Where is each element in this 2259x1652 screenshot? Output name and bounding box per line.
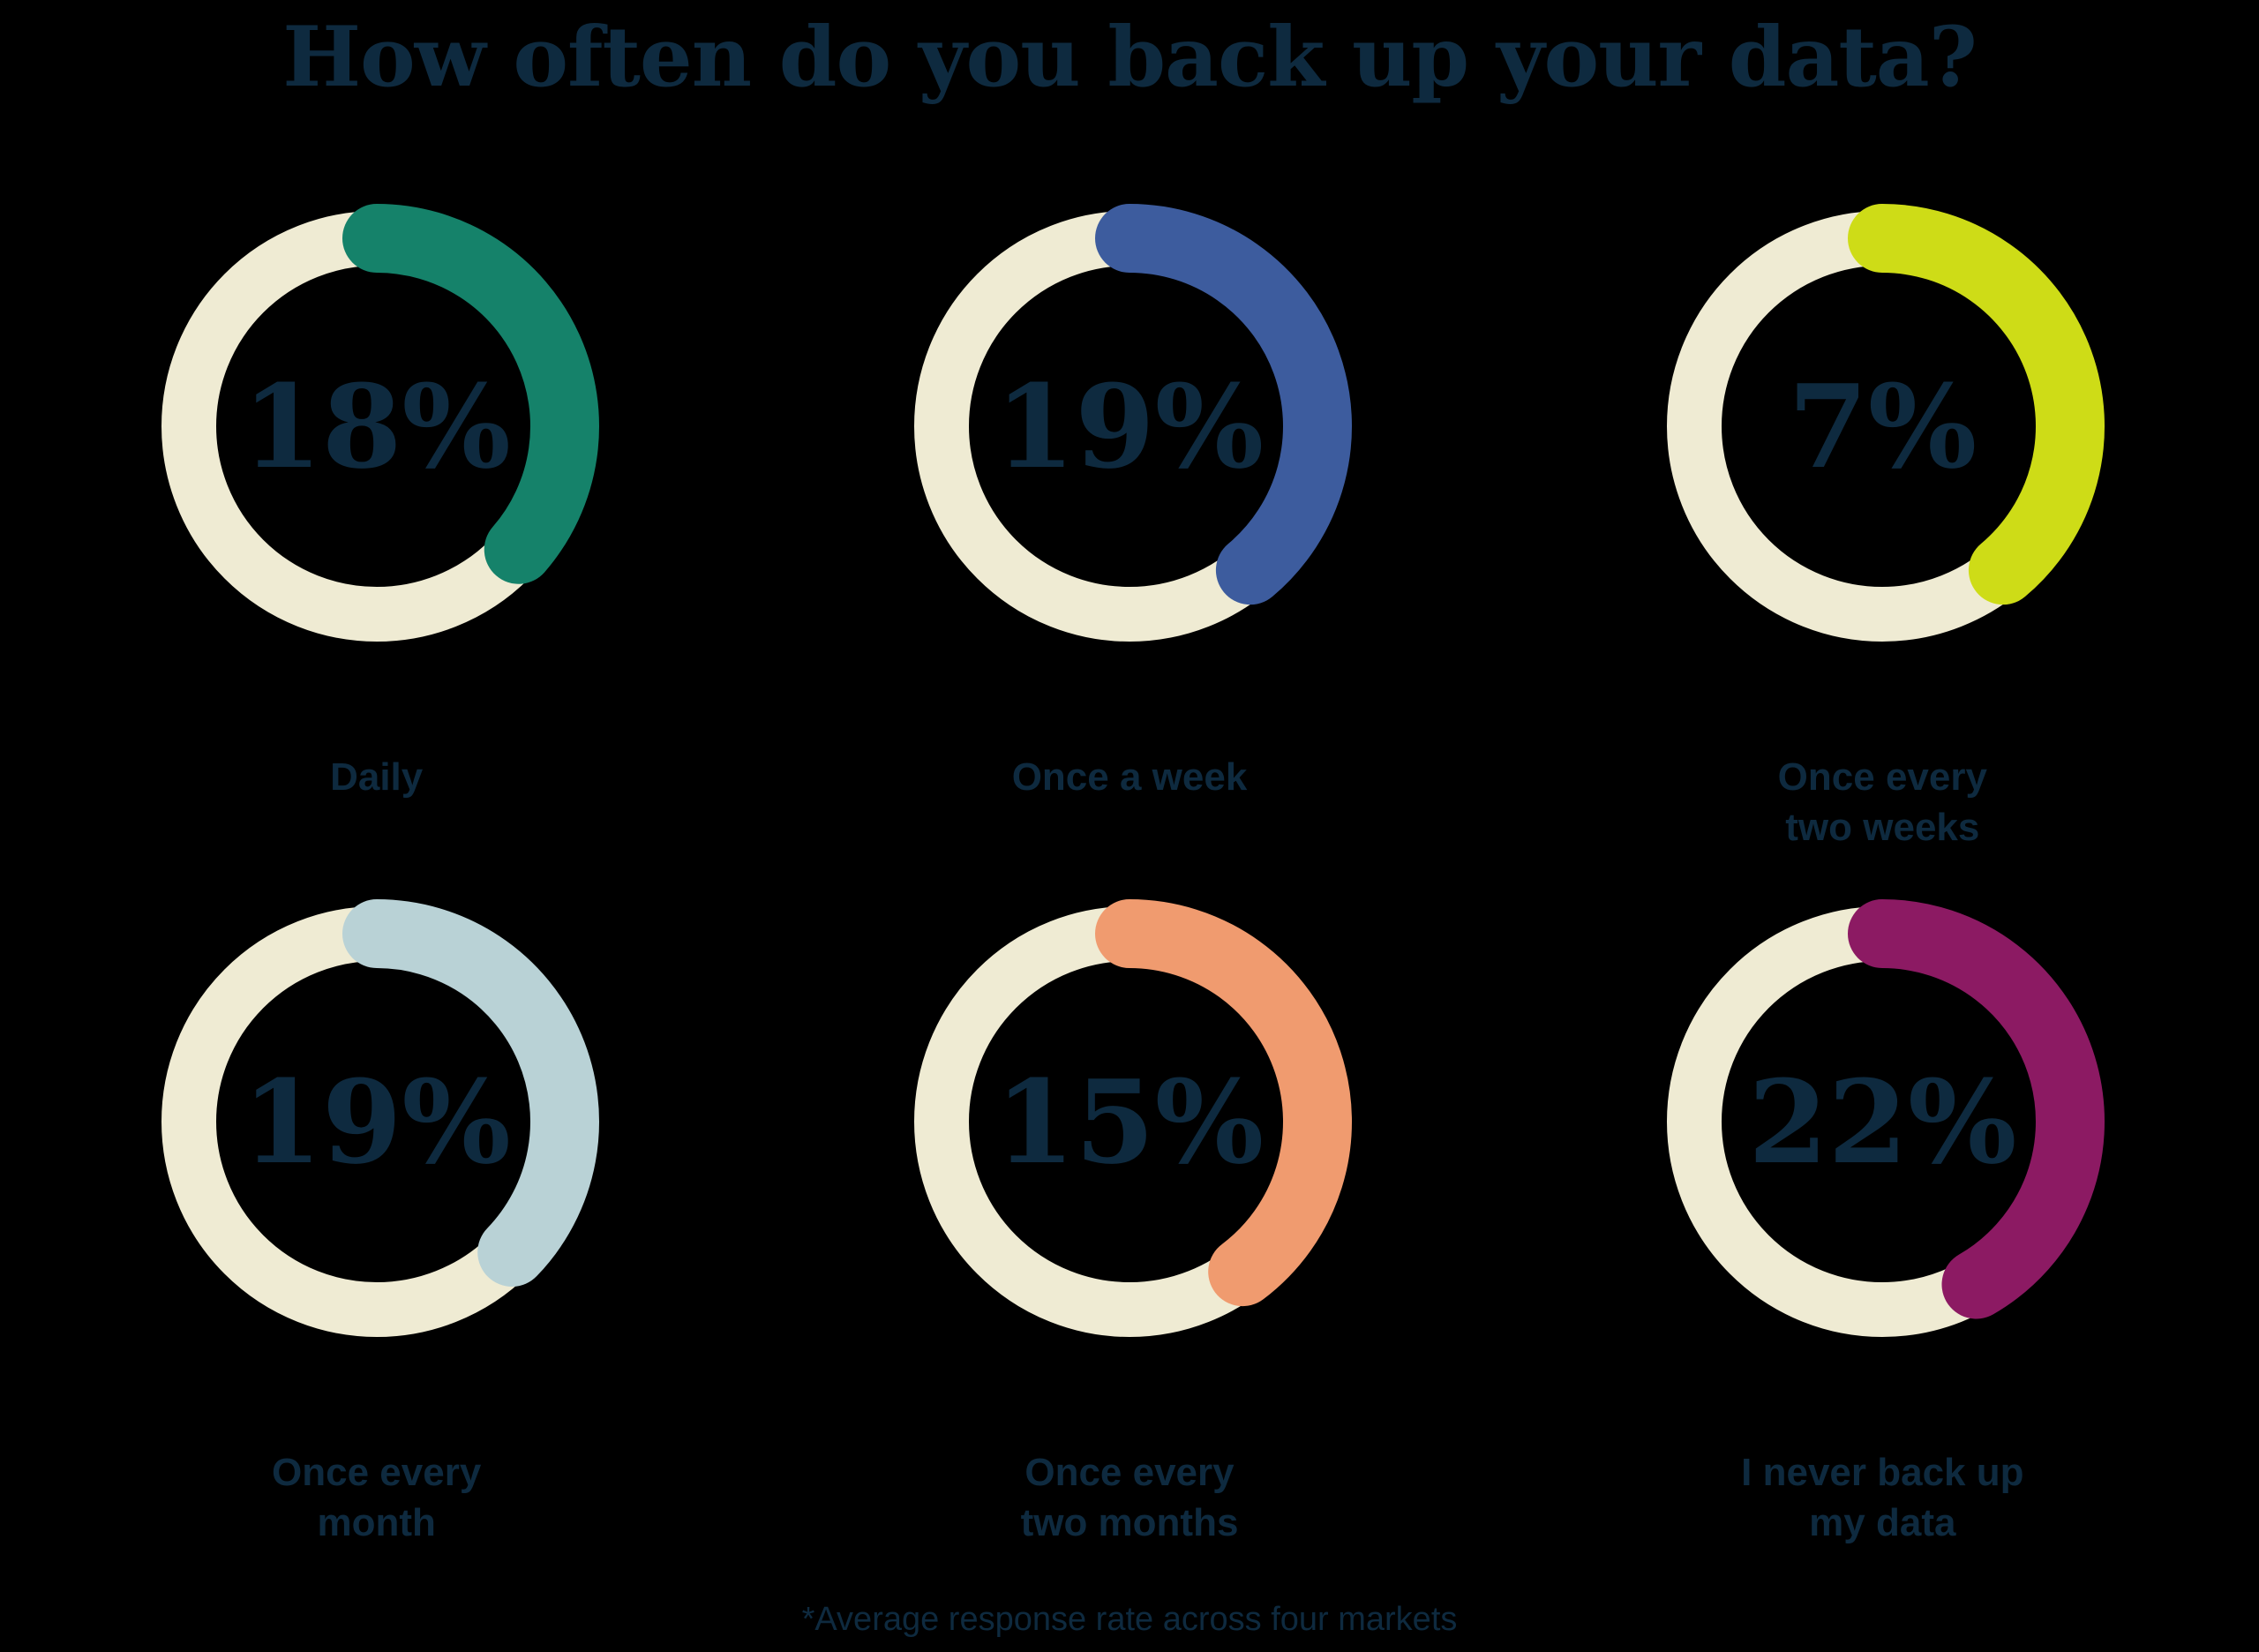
donut-label: Once every two weeks (1777, 755, 1987, 850)
donut-label: Once a week (1011, 755, 1248, 799)
donut-label: I never back up my data (1741, 1451, 2024, 1545)
donut-chart: 7% (1666, 204, 2105, 642)
chart-title: How often do you back up your data? (282, 9, 1978, 106)
donut-label: Once every month (272, 1451, 482, 1545)
footnote: *Average response rate across four marke… (801, 1601, 1458, 1638)
donut-ring (1667, 899, 2105, 1337)
donut-value-arc (1848, 899, 2105, 1319)
donut-value-arc (1094, 899, 1352, 1307)
donut-chart: 19% (161, 899, 599, 1338)
donut-card: 18% Daily (0, 204, 753, 856)
donut-chart: 15% (913, 899, 1352, 1338)
donut-ring (161, 204, 599, 642)
donut-value-arc (1848, 204, 2105, 605)
donut-label: Once every two months (1020, 1451, 1239, 1545)
donut-grid: 18% Daily 19% Once a week 7% Once every … (0, 204, 2259, 1551)
donut-card: 15% Once every two months (753, 899, 1505, 1551)
donut-card: 19% Once a week (753, 204, 1505, 856)
donut-chart: 18% (161, 204, 599, 642)
donut-card: 22% I never back up my data (1506, 899, 2259, 1551)
donut-label: Daily (330, 755, 424, 799)
donut-chart: 19% (913, 204, 1352, 642)
donut-chart: 22% (1666, 899, 2105, 1338)
donut-card: 7% Once every two weeks (1506, 204, 2259, 856)
donut-ring (1667, 204, 2105, 642)
donut-ring (913, 899, 1352, 1337)
donut-value-arc (1094, 204, 1352, 605)
donut-value-arc (341, 204, 599, 584)
donut-ring (161, 899, 599, 1337)
donut-value-arc (341, 899, 599, 1287)
donut-card: 19% Once every month (0, 899, 753, 1551)
donut-ring (913, 204, 1352, 642)
